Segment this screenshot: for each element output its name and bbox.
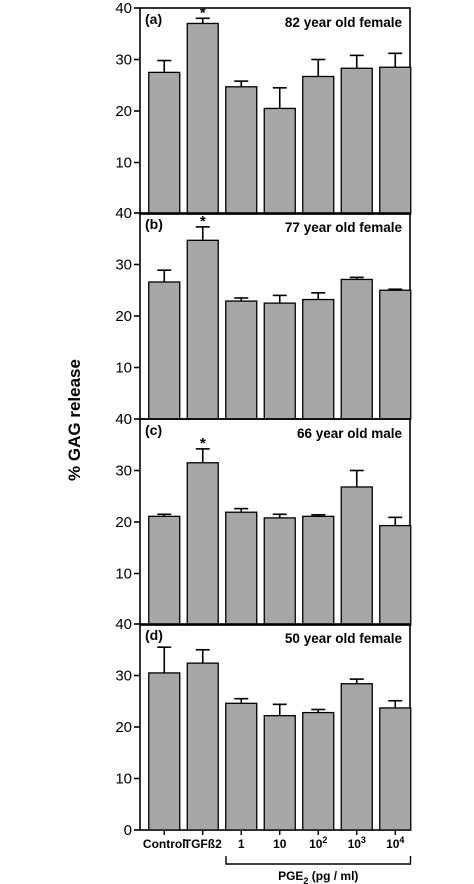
chart-panel: 0 10 20 30 40 (d) 50 year old female: [115, 616, 412, 839]
x-tick-label: 103: [348, 835, 366, 851]
bar: [148, 281, 181, 420]
y-tick-label: 10: [115, 566, 132, 583]
group-bracket: [225, 856, 412, 865]
y-tick-label: 20: [115, 514, 132, 531]
y-axis-label: % GAG release: [65, 359, 84, 481]
bar: [225, 511, 258, 626]
bar: [379, 524, 412, 626]
bar: [263, 715, 296, 831]
bar: [340, 67, 373, 215]
bar: [302, 75, 335, 215]
bar: [379, 707, 412, 831]
y-tick-label: 10: [115, 155, 132, 172]
bar: [340, 486, 373, 626]
x-tick-label: 102: [309, 835, 327, 851]
y-tick-label: 0: [124, 822, 132, 839]
x-tick-label: 1: [238, 837, 245, 851]
bar: [302, 298, 335, 420]
panel-title: 50 year old female: [285, 631, 403, 646]
panel-title: 82 year old female: [285, 15, 403, 30]
bar: [340, 683, 373, 831]
bar: [225, 86, 258, 215]
bar: [263, 517, 296, 626]
bar: [379, 66, 412, 215]
bar: [148, 515, 181, 626]
panel-title: 77 year old female: [285, 220, 403, 235]
chart-panel: 10 20 30 40 (a) 82 year old female *: [115, 0, 412, 215]
y-tick-label: 20: [115, 308, 132, 325]
y-tick-label: 40: [115, 616, 132, 633]
x-tick-label: TGFß2: [184, 837, 222, 851]
y-tick-label: 30: [115, 463, 132, 480]
bar: [148, 71, 181, 215]
bar: [302, 711, 335, 831]
bar: [186, 662, 219, 831]
bar: [225, 702, 258, 831]
y-tick-label: 40: [115, 205, 132, 222]
bar: [263, 107, 296, 215]
y-tick-label: 10: [115, 771, 132, 788]
bar: [186, 22, 219, 215]
y-tick-label: 30: [115, 257, 132, 274]
bar: [225, 300, 258, 420]
significance-star: *: [200, 435, 206, 452]
y-tick-label: 10: [115, 360, 132, 377]
panel-title: 66 year old male: [297, 426, 403, 441]
y-tick-label: 30: [115, 52, 132, 69]
panel-letter: (a): [145, 11, 162, 27]
bar: [263, 302, 296, 420]
chart-panel: 10 20 30 40 (b) 77 year old female *: [115, 205, 412, 420]
bar: [186, 239, 219, 420]
panel-letter: (c): [145, 422, 162, 438]
significance-star: *: [200, 4, 206, 21]
y-tick-label: 30: [115, 668, 132, 685]
x-tick-label: 10: [273, 837, 287, 851]
bar: [186, 462, 219, 626]
x-tick-label: Control: [143, 837, 186, 851]
y-tick-label: 40: [115, 411, 132, 428]
panel-letter: (d): [145, 627, 163, 643]
y-tick-label: 20: [115, 103, 132, 120]
y-tick-label: 40: [115, 0, 132, 17]
bar: [340, 278, 373, 420]
y-tick-label: 20: [115, 719, 132, 736]
x-tick-label: 104: [386, 835, 404, 851]
chart-panel: 10 20 30 40 (c) 66 year old male *: [115, 411, 412, 626]
bar: [302, 515, 335, 626]
significance-star: *: [200, 213, 206, 230]
group-label: PGE2 (pg / ml): [278, 869, 358, 884]
panel-letter: (b): [145, 216, 163, 232]
bar: [379, 289, 412, 420]
bar: [148, 672, 181, 831]
